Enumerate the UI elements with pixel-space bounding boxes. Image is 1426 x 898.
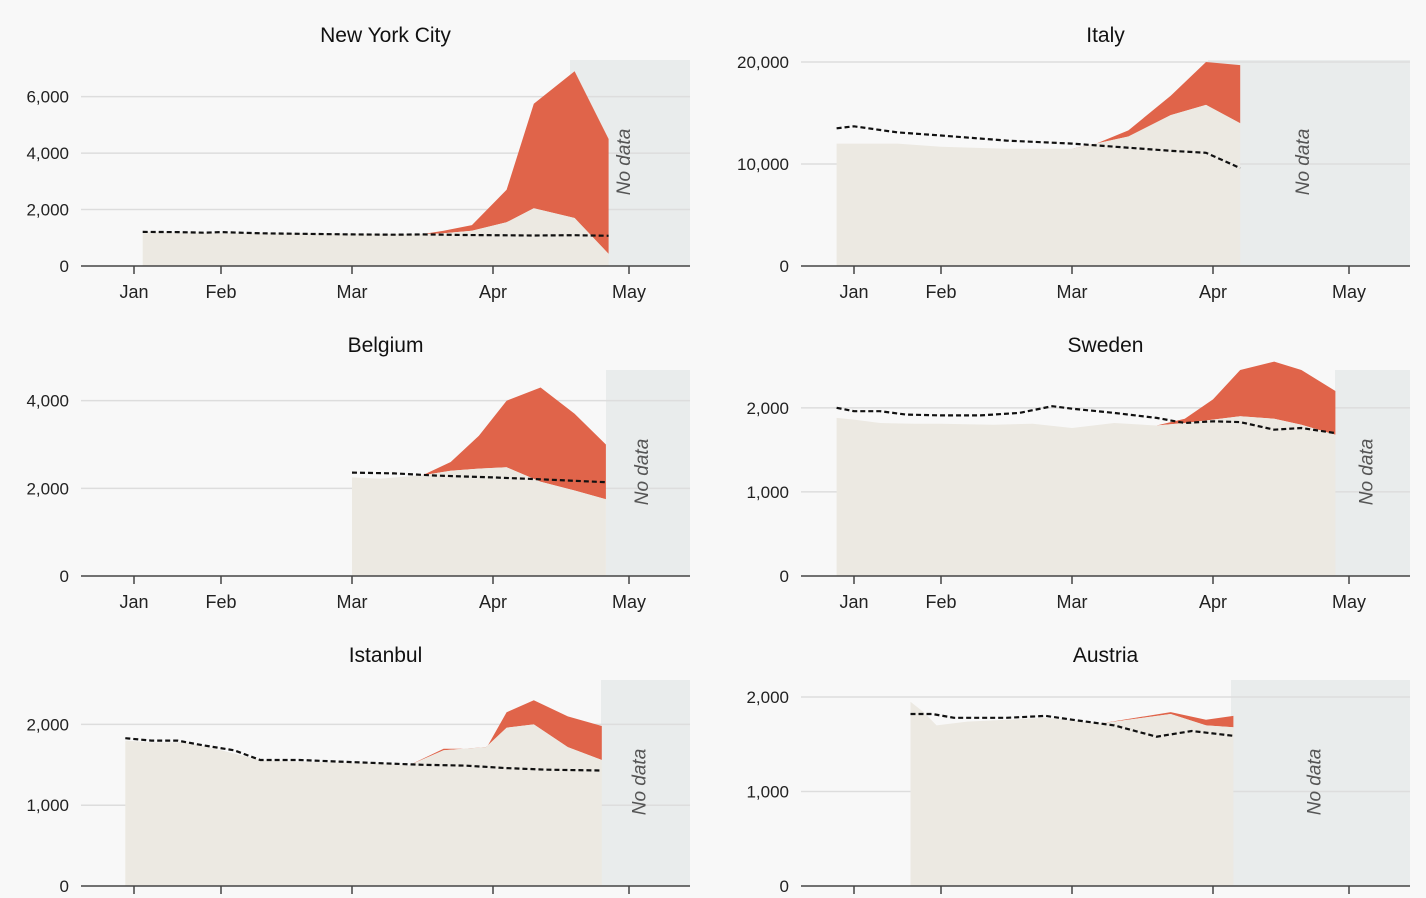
deaths-area bbox=[836, 104, 1241, 267]
y-tick-label: 10,000 bbox=[737, 155, 789, 174]
excess-deaths-area bbox=[836, 62, 1241, 149]
panel-new-york-city: 0 2,000 4,000 6,000 Jan Feb Mar Apr May No data Ne… bbox=[26, 24, 690, 302]
panel-italy: 0 10,000 20,000 Jan Feb Mar Apr May No data Italy bbox=[737, 24, 1410, 302]
y-tick-label: 2,000 bbox=[746, 399, 789, 418]
panel-title: Belgium bbox=[348, 334, 424, 357]
y-tick-label: 6,000 bbox=[26, 88, 69, 107]
expected-baseline-line bbox=[910, 712, 1234, 738]
y-tick-label: 0 bbox=[780, 877, 789, 896]
expected-baseline-line bbox=[125, 737, 602, 772]
x-tick-label: Mar bbox=[1057, 282, 1088, 302]
x-tick-label: Jan bbox=[119, 592, 148, 612]
y-tick-label: 1,000 bbox=[746, 483, 789, 502]
no-data-label: No data bbox=[632, 439, 653, 506]
x-tick-label: Mar bbox=[1057, 592, 1088, 612]
no-data-band bbox=[601, 680, 690, 886]
y-tick-label: 0 bbox=[780, 567, 789, 586]
excess-deaths-area bbox=[352, 387, 606, 500]
excess-deaths-area bbox=[142, 71, 609, 254]
x-tick-label: Feb bbox=[205, 282, 236, 302]
y-tick-label: 0 bbox=[780, 257, 789, 276]
y-tick-label: 4,000 bbox=[26, 144, 69, 163]
x-tick-label: Mar bbox=[337, 282, 368, 302]
expected-baseline-line bbox=[836, 125, 1241, 170]
y-tick-label: 1,000 bbox=[26, 796, 69, 815]
expected-baseline-line bbox=[836, 405, 1336, 435]
x-tick-label: Jan bbox=[839, 282, 868, 302]
deaths-area bbox=[125, 724, 602, 886]
no-data-label: No data bbox=[1357, 439, 1378, 506]
x-tick-label: Feb bbox=[925, 282, 956, 302]
y-tick-label: 2,000 bbox=[26, 715, 69, 734]
y-tick-label: 1,000 bbox=[746, 783, 789, 802]
y-tick-label: 0 bbox=[60, 877, 69, 896]
panel-title: Austria bbox=[1073, 644, 1139, 667]
y-tick-label: 2,000 bbox=[746, 688, 789, 707]
y-tick-label: 20,000 bbox=[737, 53, 789, 72]
expected-baseline-line bbox=[142, 230, 609, 237]
y-tick-label: 2,000 bbox=[26, 201, 69, 220]
x-tick-label: Jan bbox=[119, 282, 148, 302]
panel-title: Istanbul bbox=[349, 644, 423, 667]
no-data-label: No data bbox=[1293, 129, 1314, 196]
x-tick-label: Mar bbox=[337, 592, 368, 612]
deaths-area bbox=[142, 208, 609, 266]
deaths-area bbox=[836, 416, 1336, 576]
y-tick-label: 4,000 bbox=[26, 392, 69, 411]
x-tick-label: Feb bbox=[205, 592, 236, 612]
panel-sweden: 0 1,000 2,000 Jan Feb Mar Apr May No data Sweden bbox=[746, 334, 1410, 612]
y-tick-label: 0 bbox=[60, 257, 69, 276]
panel-title: New York City bbox=[320, 24, 451, 47]
no-data-label: No data bbox=[1305, 749, 1326, 816]
no-data-band bbox=[606, 370, 690, 576]
y-tick-label: 2,000 bbox=[26, 479, 69, 498]
x-tick-label: Apr bbox=[479, 282, 507, 302]
no-data-band bbox=[1208, 60, 1410, 266]
no-data-band bbox=[1335, 370, 1410, 576]
x-tick-label: Jan bbox=[839, 592, 868, 612]
panel-title: Italy bbox=[1086, 24, 1125, 47]
deaths-area bbox=[910, 701, 1234, 886]
expected-baseline-line bbox=[351, 471, 606, 484]
x-tick-label: Apr bbox=[479, 592, 507, 612]
x-tick-label: Feb bbox=[925, 592, 956, 612]
x-tick-label: Apr bbox=[1199, 592, 1227, 612]
deaths-area bbox=[352, 467, 606, 576]
y-tick-label: 0 bbox=[60, 567, 69, 586]
no-data-band bbox=[1231, 680, 1410, 886]
no-data-label: No data bbox=[614, 129, 635, 196]
panel-title: Sweden bbox=[1068, 334, 1144, 357]
x-tick-label: Apr bbox=[1199, 282, 1227, 302]
x-tick-label: May bbox=[612, 282, 646, 302]
panel-belgium: 0 2,000 4,000 Jan Feb Mar Apr May No data Belgium bbox=[26, 334, 690, 612]
no-data-label: No data bbox=[630, 749, 651, 816]
excess-deaths-area bbox=[836, 361, 1336, 435]
x-tick-label: May bbox=[1332, 592, 1366, 612]
x-tick-label: May bbox=[1332, 282, 1366, 302]
x-tick-label: May bbox=[612, 592, 646, 612]
